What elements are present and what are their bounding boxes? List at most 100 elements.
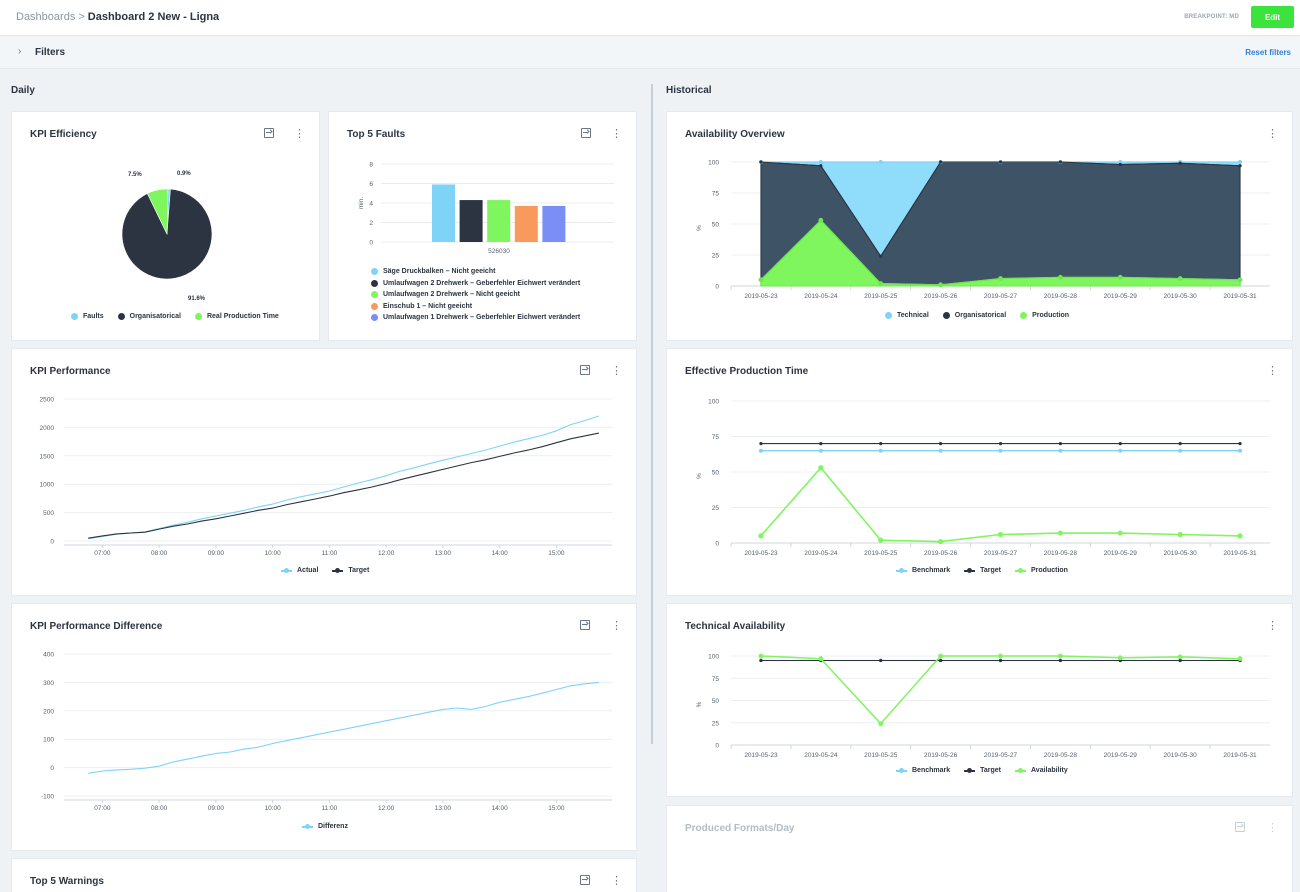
export-icon[interactable] <box>264 128 274 138</box>
top-bar: Dashboards > Dashboard 2 New - Ligna BREAK… <box>0 0 1300 36</box>
legend-item-organisatorical[interactable]: Organisatorical <box>942 312 1006 319</box>
data-point-availability <box>1117 655 1123 661</box>
data-point-benchmark <box>878 448 883 453</box>
more-vertical-icon[interactable]: ⋮ <box>1267 822 1278 834</box>
x-tick-label: 15:00 <box>548 550 565 557</box>
legend-item-benchmark[interactable]: Benchmark <box>896 567 950 574</box>
data-point-availability <box>1237 656 1243 662</box>
data-point-benchmark <box>1238 448 1243 453</box>
export-icon[interactable] <box>580 875 590 885</box>
legend-dot <box>371 279 378 287</box>
data-point-production <box>1057 530 1063 536</box>
legend-item-fault-5[interactable]: Umlaufwagen 1 Drehwerk – Geberfehler Eic… <box>371 312 580 324</box>
bar-2 <box>459 200 483 242</box>
legend-label: Umlaufwagen 2 Drehwerk – Geberfehler Eic… <box>383 279 581 287</box>
chart-legend: Technical Organisatorical Production <box>878 312 1076 319</box>
filters-label[interactable]: Filters <box>35 47 66 58</box>
export-icon[interactable] <box>580 365 590 375</box>
edit-button[interactable]: Edit <box>1251 6 1294 28</box>
line-chart-kpi-performance: 0 500 1000 1500 2000 2500 07:00 08:00 09:00 10:00… <box>40 397 612 557</box>
data-point-technical <box>1118 160 1123 164</box>
x-tick-label: 11:00 <box>321 550 337 557</box>
card-effective-production-time: Effective Production Time ⋮ 0 25 50 75 100% 2… <box>666 348 1293 596</box>
legend-dot <box>371 291 378 299</box>
legend-item-target[interactable]: Target <box>332 567 369 574</box>
x-tick-label: 12:00 <box>378 805 395 812</box>
legend-item-benchmark[interactable]: Benchmark <box>896 767 950 774</box>
legend-item-fault-2[interactable]: Umlaufwagen 2 Drehwerk – Geberfehler Eic… <box>371 278 580 290</box>
x-tick-label: 2019-05-23 <box>744 550 778 557</box>
data-point-benchmark <box>1118 448 1123 453</box>
y-tick-label: 0 <box>715 541 719 548</box>
y-axis-label: % <box>696 701 703 707</box>
legend-item-faults[interactable]: Faults <box>71 313 104 320</box>
more-vertical-icon[interactable]: ⋮ <box>294 128 305 140</box>
y-tick-label: 400 <box>43 652 54 659</box>
legend-item-actual[interactable]: Actual <box>281 567 318 574</box>
x-tick-label: 2019-05-23 <box>744 293 778 300</box>
data-point-benchmark <box>1178 448 1183 453</box>
data-point-target <box>1118 442 1122 446</box>
legend-item-technical[interactable]: Technical <box>885 312 929 319</box>
breakpoint-indicator: BREAKPOINT: MD <box>1184 14 1239 20</box>
breadcrumb-separator: > <box>78 11 85 23</box>
x-tick-label: 14:00 <box>491 550 508 557</box>
card-top5-warnings: Top 5 Warnings ⋮ <box>11 858 637 892</box>
data-point-production <box>938 282 944 288</box>
breadcrumb-dashboards-link[interactable]: Dashboards <box>16 11 76 23</box>
card-kpi-performance: KPI Performance ⋮ 0 500 1000 1500 2000 2500 07… <box>11 348 637 596</box>
legend-item-fault-1[interactable]: Säge Druckbalken – Nicht geeicht <box>371 266 580 278</box>
more-vertical-icon[interactable]: ⋮ <box>1267 128 1278 140</box>
column-resize-handle[interactable] <box>651 84 653 744</box>
reset-filters-link[interactable]: Reset filters <box>1245 48 1291 57</box>
legend-item-target[interactable]: Target <box>964 567 1001 574</box>
legend-item-real-production-time[interactable]: Real Production Time <box>194 313 279 320</box>
data-point-production <box>1117 530 1123 536</box>
legend-item-target[interactable]: Target <box>964 767 1001 774</box>
chart-legend: Benchmark Target Availability <box>889 767 1075 774</box>
x-tick-label: 2019-05-24 <box>804 293 838 300</box>
x-tick-label: 2019-05-25 <box>864 293 898 300</box>
more-vertical-icon[interactable]: ⋮ <box>1267 620 1278 632</box>
more-vertical-icon[interactable]: ⋮ <box>611 128 622 140</box>
legend-item-differenz[interactable]: Differenz <box>302 823 348 830</box>
chart-legend: Benchmark Target Production <box>889 567 1075 574</box>
x-tick-label: 2019-05-31 <box>1223 293 1257 300</box>
data-point-benchmark <box>998 448 1003 453</box>
x-tick-label: 2019-05-25 <box>864 752 898 759</box>
legend-item-availability[interactable]: Availability <box>1015 767 1068 774</box>
legend-item-production[interactable]: Production <box>1020 312 1069 319</box>
x-tick-label: 2019-05-28 <box>1044 293 1078 300</box>
data-point-production <box>818 217 824 223</box>
legend-item-organisatorical[interactable]: Organisatorical <box>117 313 181 320</box>
export-icon[interactable] <box>1235 822 1245 832</box>
export-icon[interactable] <box>581 128 591 138</box>
x-tick-label: 15:00 <box>548 805 565 812</box>
more-vertical-icon[interactable]: ⋮ <box>611 875 622 887</box>
data-point-technical <box>818 160 823 164</box>
x-tick-label: 2019-05-28 <box>1044 550 1078 557</box>
x-tick-label: 2019-05-24 <box>804 752 838 759</box>
x-tick-label: 2019-05-31 <box>1223 752 1257 759</box>
y-tick-label: 0 <box>715 284 719 291</box>
legend-item-fault-3[interactable]: Umlaufwagen 2 Drehwerk – Nicht geeicht <box>371 289 580 301</box>
more-vertical-icon[interactable]: ⋮ <box>1267 365 1278 377</box>
pie-label-real-production-time: 7.5% <box>128 172 142 178</box>
section-title-historical: Historical <box>666 85 712 96</box>
export-icon[interactable] <box>580 620 590 630</box>
card-produced-formats-day: Produced Formats/Day ⋮ <box>666 805 1293 892</box>
series-line-actual <box>88 415 600 540</box>
more-vertical-icon[interactable]: ⋮ <box>611 365 622 377</box>
bar-5 <box>542 205 566 242</box>
legend-item-fault-4[interactable]: Einschub 1 – Nicht geeicht <box>371 301 580 313</box>
filters-bar[interactable]: › Filters Reset filters <box>0 37 1300 69</box>
chevron-right-icon[interactable]: › <box>18 46 22 57</box>
data-point-production <box>1117 274 1123 280</box>
y-tick-label: 2000 <box>40 425 55 432</box>
more-vertical-icon[interactable]: ⋮ <box>611 620 622 632</box>
x-tick-label: 2019-05-23 <box>744 752 778 759</box>
y-tick-label: 8 <box>369 162 373 169</box>
y-tick-label: 50 <box>712 222 720 229</box>
legend-item-production[interactable]: Production <box>1015 567 1068 574</box>
data-point-organisatorical <box>939 160 943 164</box>
